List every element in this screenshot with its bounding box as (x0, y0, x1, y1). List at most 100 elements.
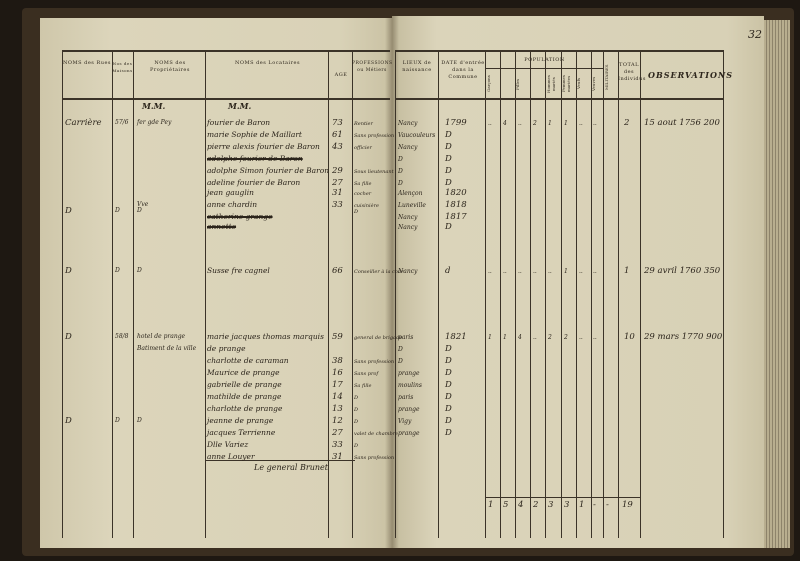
tenant-profession: Sous lieutenant (354, 169, 394, 175)
tenant-age: 66 (332, 266, 343, 276)
row-total: 2 (624, 118, 630, 128)
right-page (392, 16, 764, 548)
tenant-age: 29 (332, 166, 343, 176)
tenant-name: adolphe fourier de Baron (207, 154, 303, 163)
rule-line (438, 50, 439, 538)
header-proprietaires: NOMS des Propriétaires (150, 60, 190, 73)
population-total: 1 (579, 500, 585, 510)
header-veuves: Veuves (591, 76, 596, 92)
tenant-profession: Sans prof (354, 371, 379, 377)
birthplace: Vaucouleurs (398, 132, 436, 139)
tenant-name: adeline fourier de Baron (207, 178, 301, 187)
mm-label: M.M. (228, 101, 252, 111)
header-professions: PROFESSIONS ou Métiers (352, 61, 393, 73)
population-count: 4 (503, 120, 507, 127)
tenant-profession: Sa fille (354, 383, 372, 389)
population-count: 2 (548, 334, 552, 341)
population-count: .. (579, 120, 583, 127)
entry-date: 1820 (445, 188, 467, 198)
rule-line (395, 50, 723, 52)
header-femmes-mariees: Femmes mariées (561, 75, 571, 93)
tenant-name: fourier de Baron (207, 118, 271, 127)
tenant-profession: D (354, 443, 359, 449)
tenant-age: 33 (332, 440, 343, 450)
street-name: D (65, 332, 72, 342)
tenant-profession: cuisinière (354, 203, 379, 209)
tenant-name: Susse fre cagnel (207, 266, 270, 275)
rule-line (395, 98, 723, 100)
birthplace: Vigy (398, 418, 412, 425)
tenant-name: de prange (207, 344, 246, 353)
birthplace: prange (398, 430, 420, 437)
tenant-profession: D (354, 419, 359, 425)
population-count: .. (488, 120, 492, 127)
house-number: 58/8 (115, 333, 129, 340)
population-count: .. (579, 334, 583, 341)
tenant-age: 43 (332, 142, 343, 152)
tenant-name: pierre alexis fourier de Baron (207, 142, 320, 151)
birthplace: moulins (398, 382, 422, 389)
birthplace: Nancy (398, 268, 418, 275)
tenant-age: 59 (332, 332, 343, 342)
population-count: .. (593, 120, 597, 127)
rule-line (640, 50, 641, 538)
birthplace: D (398, 168, 403, 175)
tenant-name: Dlle Variez (207, 440, 249, 449)
entry-date: D (445, 356, 452, 366)
tenant-profession: valet de chambre (354, 431, 399, 437)
birthplace: prange (398, 370, 420, 377)
tenant-profession: general de brigade (354, 335, 403, 341)
header-total: TOTAL des Individus (618, 62, 646, 82)
rule-line (62, 50, 390, 52)
rule-line (561, 50, 562, 538)
tenant-age: 13 (332, 404, 343, 414)
header-rues: NOMS des Rues (63, 60, 111, 66)
tenant-name: marie jacques thomas marquis (207, 332, 324, 341)
tenant-name: anne chardin (207, 200, 258, 209)
birthplace: paris (398, 334, 414, 341)
rule-line (500, 50, 501, 538)
tenant-name: jeanne de prange (207, 416, 274, 425)
left-page (40, 18, 392, 548)
header-filles: Filles (515, 78, 520, 90)
rule-line (485, 68, 603, 69)
entry-date: D (445, 428, 452, 438)
tenant-name: jean gauglin (207, 188, 254, 197)
grand-total: 19 (622, 500, 633, 510)
population-count: .. (533, 334, 537, 341)
observation: 29 avril 1760 350 (644, 266, 721, 276)
tenant-name: charlotte de prange (207, 404, 283, 413)
street-name: Carrière (65, 118, 102, 128)
entry-date: D (445, 178, 452, 188)
header-population: POPULATION (524, 57, 565, 63)
tenant-profession: D (354, 209, 359, 215)
header-lieux: LIEUX de naissance (402, 60, 432, 73)
street-name: D (65, 206, 72, 216)
population-count: .. (488, 268, 492, 275)
header-observations: OBSERVATIONS (648, 70, 734, 80)
tenant-name: charlotte de caraman (207, 356, 289, 365)
birthplace: Nancy (398, 120, 418, 127)
population-count: 1 (564, 120, 568, 127)
entry-date: D (445, 380, 452, 390)
mm-label: M.M. (142, 101, 166, 111)
entry-date: 1799 (445, 118, 467, 128)
tenant-name: gabrielle de prange (207, 380, 282, 389)
population-count: 1 (548, 120, 552, 127)
rule-line (723, 50, 724, 538)
rule-line (352, 50, 353, 538)
rule-line (591, 50, 592, 538)
header-hommes-maries: Hommes mariés (546, 75, 556, 93)
tenant-profession: D (354, 395, 359, 401)
owner-name: D (137, 207, 142, 214)
tenant-profession: Sans profession (354, 133, 395, 139)
tenant-profession: cocher (354, 191, 372, 197)
observation: 29 mars 1770 900 (644, 332, 723, 342)
tenant-name: jacques Terrienne (207, 428, 276, 437)
tenant-profession: officier (354, 145, 372, 151)
street-name: D (65, 266, 72, 276)
rule-line (485, 50, 486, 538)
population-count: 1 (503, 334, 507, 341)
street-name: D (65, 416, 72, 426)
tenant-age: 27 (332, 428, 343, 438)
